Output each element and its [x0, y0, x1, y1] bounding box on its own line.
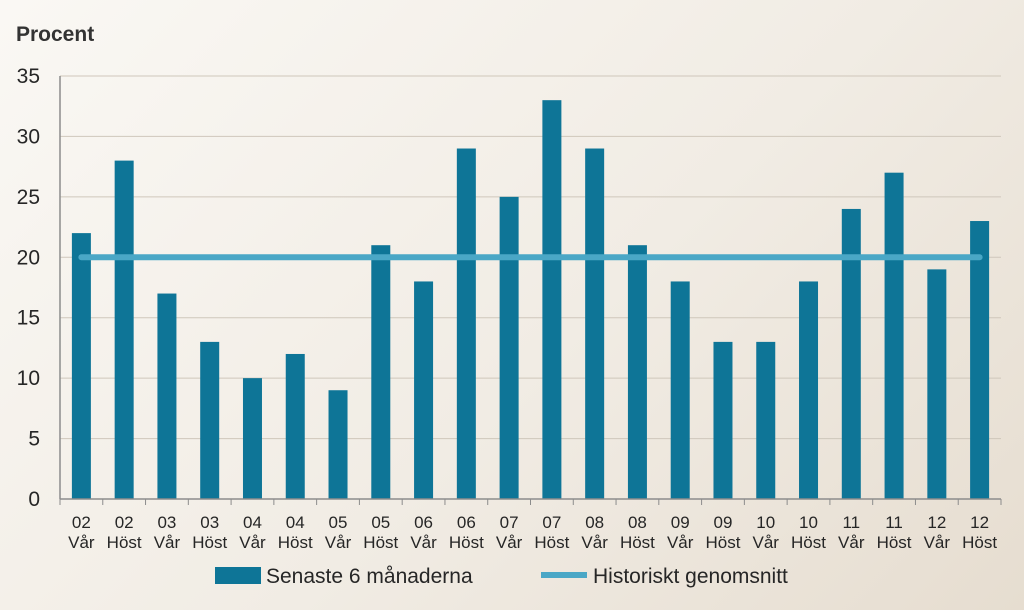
x-tick-label-year: 05	[371, 513, 390, 532]
x-tick-label-year: 02	[115, 513, 134, 532]
bars	[71, 100, 990, 500]
bar	[585, 148, 605, 499]
x-tick-label-season: Vår	[581, 533, 608, 552]
x-tick-label-season: Höst	[877, 533, 912, 552]
x-tick-label-season: Vår	[239, 533, 266, 552]
bar	[627, 245, 647, 499]
x-tick-label-season: Höst	[449, 533, 484, 552]
legend-bar-swatch	[215, 567, 261, 584]
x-tick-label-season: Höst	[705, 533, 740, 552]
x-tick-label-year: 07	[500, 513, 519, 532]
x-tick-label-year: 05	[329, 513, 348, 532]
x-tick-label-year: 09	[714, 513, 733, 532]
x-tick-label-year: 07	[542, 513, 561, 532]
legend-line-label: Historiskt genomsnitt	[593, 565, 788, 588]
bar	[414, 281, 434, 499]
y-tick-label: 30	[17, 125, 40, 148]
bar	[927, 269, 947, 499]
x-tick-label-season: Höst	[962, 533, 997, 552]
bar	[713, 341, 733, 499]
y-axis-title: Procent	[16, 23, 94, 46]
x-tick-label-season: Vår	[667, 533, 694, 552]
x-tick-label-year: 10	[799, 513, 818, 532]
y-tick-label: 0	[28, 488, 40, 511]
x-tick-label-year: 09	[671, 513, 690, 532]
x-tick-label-season: Vår	[410, 533, 437, 552]
bar	[499, 196, 519, 499]
x-tick-label-year: 10	[756, 513, 775, 532]
y-tick-label: 10	[17, 367, 40, 390]
y-tick-label: 25	[17, 186, 40, 209]
x-tick-label-year: 12	[970, 513, 989, 532]
x-tick-label-season: Höst	[107, 533, 142, 552]
x-tick-label-season: Höst	[278, 533, 313, 552]
bar	[670, 281, 690, 499]
x-tick-label-year: 11	[885, 513, 903, 532]
x-tick-label-year: 04	[286, 513, 305, 532]
x-tick-label-season: Vår	[838, 533, 865, 552]
bar	[200, 341, 220, 499]
bar	[71, 233, 91, 499]
x-tick-label-year: 03	[157, 513, 176, 532]
x-tick-label-season: Vår	[496, 533, 523, 552]
bar	[884, 172, 904, 499]
x-tick-label-season: Höst	[620, 533, 655, 552]
x-tick-label-year: 08	[585, 513, 604, 532]
bar	[157, 293, 177, 499]
y-tick-label: 5	[28, 428, 40, 451]
bar	[542, 100, 562, 500]
x-tick-label-season: Vår	[154, 533, 181, 552]
y-tick-label: 35	[17, 65, 40, 88]
bar	[756, 341, 776, 499]
bar	[456, 148, 476, 499]
x-tick-label-season: Höst	[534, 533, 569, 552]
x-tick-label-year: 06	[414, 513, 433, 532]
x-tick-label-season: Höst	[363, 533, 398, 552]
bar	[285, 353, 305, 499]
x-tick-label-season: Höst	[791, 533, 826, 552]
x-tick-label-season: Vår	[753, 533, 780, 552]
y-tick-label: 20	[17, 246, 40, 269]
bar	[841, 208, 861, 499]
x-tick-label-season: Höst	[192, 533, 227, 552]
bar	[371, 245, 391, 499]
x-tick-label-year: 12	[927, 513, 946, 532]
bar	[799, 281, 819, 499]
bar	[114, 160, 134, 499]
x-tick-label-year: 08	[628, 513, 647, 532]
x-tick-label-year: 04	[243, 513, 262, 532]
x-tick-label-year: 02	[72, 513, 91, 532]
bar	[242, 378, 262, 499]
bar	[970, 221, 990, 499]
legend: Senaste 6 månaderna Historiskt genomsnit…	[215, 565, 788, 588]
x-tick-label-year: 06	[457, 513, 476, 532]
y-tick-label: 15	[17, 307, 40, 330]
x-tick-label-year: 03	[200, 513, 219, 532]
x-tick-label-season: Vår	[924, 533, 951, 552]
x-tick-label-season: Vår	[325, 533, 352, 552]
legend-bar-label: Senaste 6 månaderna	[266, 565, 473, 588]
x-tick-label-year: 11	[842, 513, 860, 532]
axes: 0510152025303502Vår02Höst03Vår03Höst04Vå…	[17, 65, 1002, 552]
x-tick-label-season: Vår	[68, 533, 95, 552]
bar	[328, 390, 348, 499]
